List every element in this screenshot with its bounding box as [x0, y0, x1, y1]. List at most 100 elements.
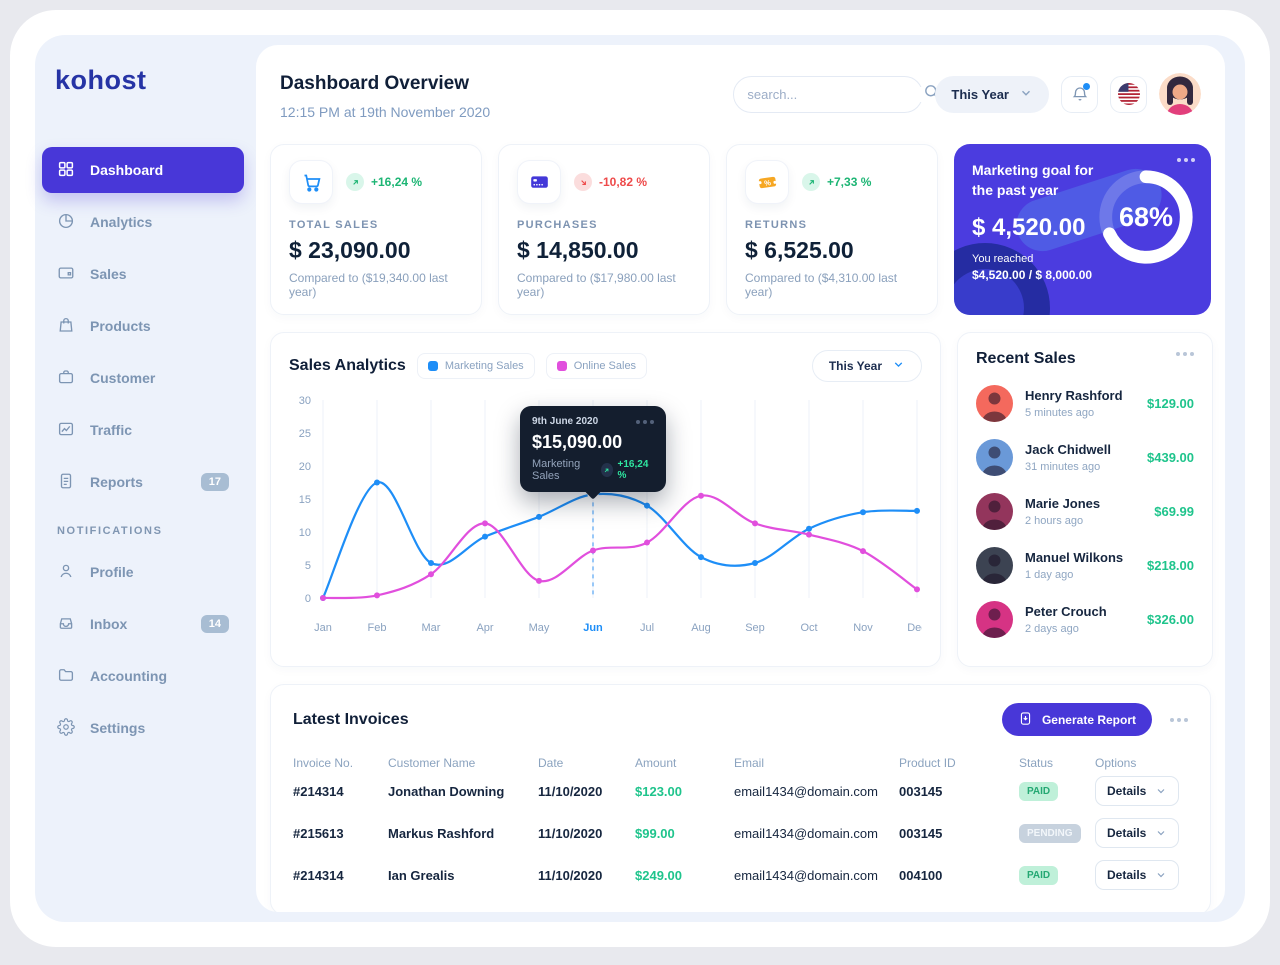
recent-sale-row[interactable]: Manuel Wilkons 1 day ago $218.00: [976, 547, 1194, 584]
svg-text:Jul: Jul: [640, 622, 654, 634]
sale-amount: $439.00: [1147, 450, 1194, 465]
customer-avatar: [976, 439, 1013, 476]
sidebar-item-traffic[interactable]: Traffic: [42, 407, 244, 453]
recent-sale-row[interactable]: Marie Jones 2 hours ago $69.99: [976, 493, 1194, 530]
search-input[interactable]: [747, 86, 924, 102]
credit-card-icon: [517, 160, 561, 204]
status-badge: PAID: [1019, 781, 1059, 801]
legend-online-sales[interactable]: Online Sales: [545, 353, 648, 379]
cart-icon: [289, 160, 333, 204]
header-controls: This Year: [733, 73, 1201, 115]
change-value: +16,24 %: [371, 175, 423, 189]
inbox-count-badge: 14: [200, 615, 229, 633]
search-box: [733, 75, 939, 113]
sidebar-item-analytics[interactable]: Analytics: [42, 199, 244, 245]
sidebar-item-customer[interactable]: Customer: [42, 355, 244, 401]
col-invoice-no: Invoice No.: [293, 756, 354, 770]
goal-menu-dots[interactable]: [1177, 158, 1195, 162]
legend-label: Online Sales: [573, 360, 637, 372]
sidebar-item-inbox[interactable]: Inbox 14: [42, 601, 244, 647]
stats-row: +16,24 % TOTAL SALES $ 23,090.00 Compare…: [256, 120, 1225, 315]
recent-sales-menu-dots[interactable]: [1176, 352, 1194, 356]
svg-text:20: 20: [299, 461, 311, 473]
change-badge: +16,24 %: [346, 173, 422, 191]
invoices-menu-dots[interactable]: [1170, 717, 1188, 722]
invoice-row[interactable]: #215613 Markus Rashford 11/10/2020 $99.0…: [293, 812, 1188, 854]
invoice-email: email1434@domain.com: [734, 867, 878, 883]
sidebar-item-dashboard[interactable]: Dashboard: [42, 147, 244, 193]
invoice-row[interactable]: #214314 Ian Grealis 11/10/2020 $249.00 e…: [293, 854, 1188, 896]
sidebar-item-profile[interactable]: Profile: [42, 549, 244, 595]
middle-row: Sales Analytics Marketing Sales Online S…: [256, 315, 1225, 667]
user-avatar[interactable]: [1159, 73, 1201, 115]
goal-progress-ring: [1099, 170, 1193, 264]
col-product-id: Product ID: [899, 756, 956, 770]
inbox-icon: [57, 614, 75, 635]
notifications-button[interactable]: [1061, 75, 1098, 113]
language-button[interactable]: [1110, 75, 1147, 113]
svg-text:May: May: [529, 622, 550, 634]
shopping-bag-icon: [57, 316, 75, 337]
legend-swatch-pink: [556, 361, 567, 371]
bell-icon: [1072, 87, 1087, 101]
col-email: Email: [734, 756, 765, 770]
svg-text:%: %: [763, 177, 771, 187]
svg-text:25: 25: [299, 428, 311, 440]
invoice-email: email1434@domain.com: [734, 783, 878, 799]
chevron-down-icon: [892, 358, 905, 374]
ticket-icon: %: [745, 160, 789, 204]
change-badge: +7,33 %: [802, 173, 871, 191]
report-download-icon: [1018, 711, 1033, 729]
page-header: Dashboard Overview 12:15 PM at 19th Nove…: [256, 45, 1225, 120]
customer-name: Peter Crouch: [1025, 604, 1107, 619]
customer-avatar: [976, 385, 1013, 422]
chevron-down-icon: [1019, 86, 1033, 103]
sidebar-item-products[interactable]: Products: [42, 303, 244, 349]
sidebar-item-settings[interactable]: Settings: [42, 705, 244, 751]
details-button[interactable]: Details: [1095, 776, 1180, 806]
sidebar-item-accounting[interactable]: Accounting: [42, 653, 244, 699]
svg-text:Mar: Mar: [422, 622, 441, 634]
user-icon: [57, 562, 75, 583]
stat-label: RETURNS: [745, 219, 808, 231]
arrow-up-right-icon: [802, 173, 820, 191]
stat-compare: Compared to ($17,980.00 last year): [517, 271, 676, 299]
svg-text:0: 0: [305, 593, 311, 605]
page-title: Dashboard Overview: [280, 73, 470, 94]
col-amount: Amount: [635, 756, 677, 770]
stat-card-total-sales: +16,24 % TOTAL SALES $ 23,090.00 Compare…: [270, 144, 482, 315]
svg-text:Sep: Sep: [745, 622, 765, 634]
period-select-header[interactable]: This Year: [935, 75, 1049, 113]
generate-report-button[interactable]: Generate Report: [1001, 703, 1152, 736]
page-title-block: Dashboard Overview 12:15 PM at 19th Nove…: [280, 73, 490, 120]
sale-amount: $218.00: [1147, 558, 1194, 573]
invoice-row[interactable]: #214314 Jonathan Downing 11/10/2020 $123…: [293, 770, 1188, 812]
notification-dot: [1083, 82, 1090, 90]
recent-sale-row[interactable]: Peter Crouch 2 days ago $326.00: [976, 601, 1194, 638]
sidebar-nav: Dashboard Analytics Sales Products Custo…: [42, 147, 244, 757]
goal-reached-label: You reached: [972, 253, 1034, 265]
sidebar-item-label: Accounting: [90, 668, 167, 684]
details-button[interactable]: Details: [1095, 818, 1180, 848]
sale-time: 2 hours ago: [1025, 515, 1084, 527]
recent-sale-row[interactable]: Henry Rashford 5 minutes ago $129.00: [976, 385, 1194, 422]
sidebar-item-reports[interactable]: Reports 17: [42, 459, 244, 505]
briefcase-icon: [57, 368, 75, 389]
svg-text:Apr: Apr: [476, 622, 493, 634]
customer-avatar: [976, 601, 1013, 638]
invoice-amount: $249.00: [635, 867, 682, 883]
details-button[interactable]: Details: [1095, 860, 1180, 890]
stat-compare: Compared to ($4,310.00 last year): [745, 271, 898, 299]
svg-text:Feb: Feb: [368, 622, 387, 634]
recent-sales-card: Recent Sales Henry Rashford 5 minutes ag…: [957, 332, 1213, 667]
reports-count-badge: 17: [200, 473, 229, 491]
recent-sale-row[interactable]: Jack Chidwell 31 minutes ago $439.00: [976, 439, 1194, 476]
period-select-chart[interactable]: This Year: [811, 350, 922, 382]
customer-name: Henry Rashford: [1025, 388, 1123, 403]
tooltip-menu-dots[interactable]: [636, 419, 654, 424]
sidebar-item-sales[interactable]: Sales: [42, 251, 244, 297]
us-flag-icon: [1117, 83, 1140, 105]
notifications-section-label: NOTIFICATIONS: [57, 525, 163, 537]
legend-marketing-sales[interactable]: Marketing Sales: [416, 353, 535, 379]
report-document-icon: [57, 472, 75, 493]
